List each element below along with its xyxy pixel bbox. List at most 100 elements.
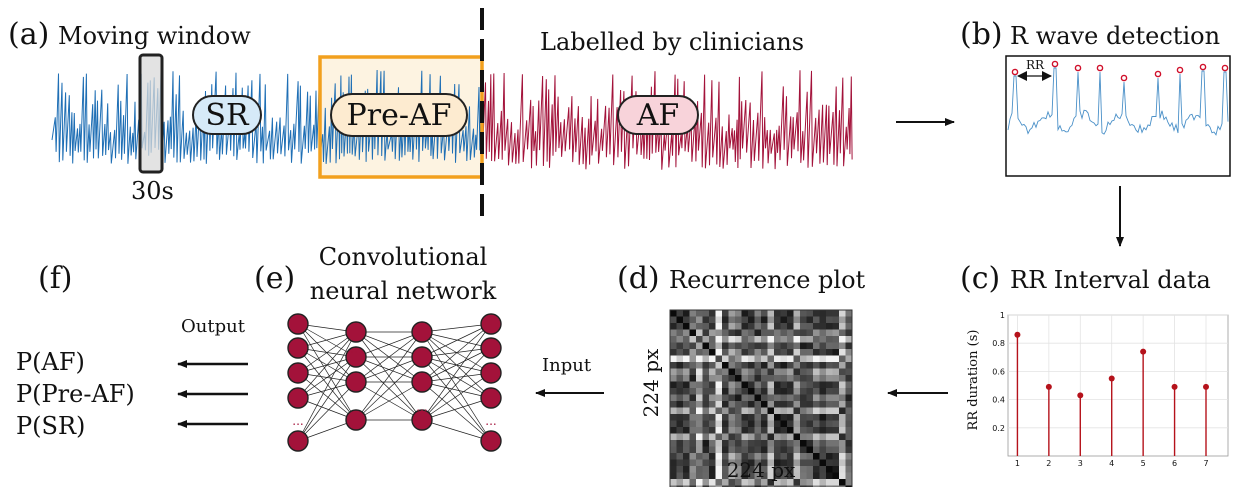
recurrence-cell (839, 459, 846, 467)
recurrence-cell (806, 323, 814, 330)
recurrence-cell (819, 401, 827, 408)
recurrence-cell (826, 407, 833, 415)
recurrence-cell (676, 472, 684, 480)
recurrence-cell (845, 427, 853, 434)
recurrence-cell (774, 310, 781, 317)
recurrence-cell (774, 414, 781, 421)
recurrence-cell (741, 414, 749, 421)
recurrence-cell (800, 446, 807, 454)
network-connection (297, 331, 357, 374)
network-connections (297, 323, 492, 442)
recurrence-cell (715, 433, 723, 441)
recurrence-cell (754, 407, 762, 415)
recurrence-cell (683, 362, 690, 369)
recurrence-cell (793, 362, 801, 369)
recurrence-cell (767, 401, 775, 408)
recurrence-cell (670, 342, 677, 350)
panel-d: (d) Recurrence plot 224 px 224 px (617, 261, 866, 487)
recurrence-cell (793, 355, 801, 363)
recurrence-cell (715, 323, 723, 330)
recurrence-cell (722, 485, 729, 487)
recurrence-cell (832, 453, 840, 460)
recurrence-cell (826, 336, 833, 343)
recurrence-cell (780, 375, 788, 382)
recurrence-cell (767, 414, 775, 421)
recurrence-cell (800, 381, 807, 389)
recurrence-cell (670, 394, 677, 402)
recurrence-cell (754, 310, 762, 317)
recurrence-cell (676, 479, 684, 486)
recurrence-cell (826, 342, 833, 350)
recurrence-cell (754, 485, 762, 487)
recurrence-cell (839, 407, 846, 415)
recurrence-cell (741, 485, 749, 487)
recurrence-cell (702, 433, 710, 441)
recurrence-cell (676, 362, 684, 369)
recurrence-cell (670, 329, 677, 337)
ecg-trace-af (482, 70, 853, 170)
recurrence-cell (832, 388, 840, 395)
recurrence-cell (761, 349, 768, 356)
recurrence-cell (748, 420, 755, 428)
recurrence-cell (735, 355, 742, 363)
recurrence-cell (696, 414, 703, 421)
recurrence-cell (722, 316, 729, 324)
recurrence-cell (813, 485, 820, 487)
recurrence-cell (774, 479, 781, 486)
recurrence-cell (722, 414, 729, 421)
recurrence-cell (813, 427, 820, 434)
recurrence-cell (715, 440, 723, 447)
recurrence-cell (683, 316, 690, 324)
recurrence-cell (696, 316, 703, 324)
recurrence-cell (702, 368, 710, 376)
recurrence-cell (845, 355, 853, 363)
rr-xtick-label: 3 (1078, 459, 1083, 468)
recurrence-cell (683, 420, 690, 428)
recurrence-cell (715, 420, 723, 428)
recurrence-cell (845, 381, 853, 389)
recurrence-cell (767, 316, 775, 324)
r-peak-marker (1154, 70, 1162, 78)
recurrence-cell (845, 479, 853, 486)
recurrence-cell (793, 342, 801, 350)
recurrence-cell (741, 459, 749, 467)
recurrence-cell (689, 466, 697, 473)
recurrence-cell (676, 433, 684, 441)
recurrence-cell (735, 427, 742, 434)
recurrence-cell (832, 310, 840, 317)
recurrence-cell (676, 407, 684, 415)
recurrence-cell (819, 414, 827, 421)
recurrence-cell (774, 446, 781, 454)
panel-b-letter: (b) (960, 17, 1003, 52)
panel-b: (b) R wave detection RR (960, 17, 1231, 177)
recurrence-cell (709, 342, 716, 350)
recurrence-cell (702, 407, 710, 415)
recurrence-cell (813, 466, 820, 473)
recurrence-cell (826, 394, 833, 402)
network-connection (297, 323, 357, 358)
recurrence-cell (761, 440, 768, 447)
recurrence-cell (761, 420, 768, 428)
recurrence-cell (683, 375, 690, 382)
recurrence-cell (800, 414, 807, 421)
recurrence-cell (683, 472, 690, 480)
recurrence-cell (845, 323, 853, 330)
recurrence-cell (728, 316, 736, 324)
recurrence-cell (709, 401, 716, 408)
recurrence-cell (826, 329, 833, 337)
recurrence-cell (832, 336, 840, 343)
recurrence-cell (774, 388, 781, 395)
recurrence-cell (689, 323, 697, 330)
recurrence-cell (826, 472, 833, 480)
recurrence-cell (793, 433, 801, 441)
recurrence-cell (813, 349, 820, 356)
recurrence-cell (813, 479, 820, 486)
recurrence-cell (767, 349, 775, 356)
recurrence-cell (774, 453, 781, 460)
recurrence-cell (702, 453, 710, 460)
recurrence-cell (761, 407, 768, 415)
recurrence-cell (728, 362, 736, 369)
recurrence-cell (839, 479, 846, 486)
recurrence-cell (722, 440, 729, 447)
